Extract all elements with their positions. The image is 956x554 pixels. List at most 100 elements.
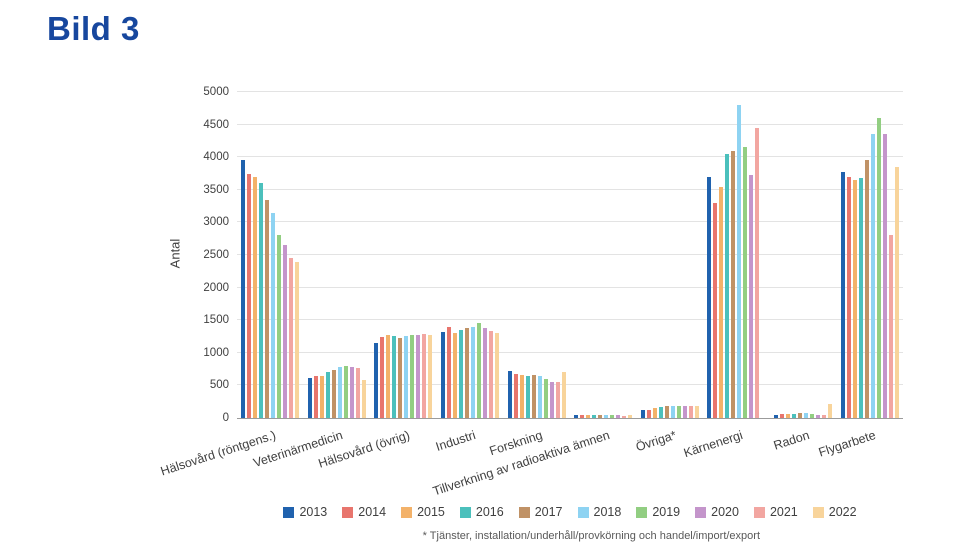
bar-group	[437, 92, 504, 418]
bar-2022	[561, 372, 566, 418]
bar-2017	[798, 412, 803, 418]
bar-2018	[870, 134, 875, 418]
bar-2015	[386, 334, 391, 418]
gridline	[237, 156, 903, 158]
bar-2013	[507, 371, 512, 418]
x-axis-cell: Radon	[770, 422, 837, 502]
bar-2019	[876, 118, 881, 418]
bar-groups	[237, 92, 903, 418]
bar-2014	[846, 176, 851, 418]
bar-2016	[459, 329, 464, 418]
legend-label: 2021	[769, 505, 798, 519]
bar-2019	[610, 414, 615, 418]
bar-2021	[489, 331, 494, 418]
bar-2013	[640, 410, 645, 418]
bar-group	[703, 92, 770, 418]
bar-2022	[361, 380, 366, 418]
bar-2019	[343, 365, 348, 418]
bar-2013	[241, 160, 246, 418]
bar-2015	[719, 186, 724, 418]
legend-label: 2022	[828, 505, 857, 519]
y-tick-label: 2500	[203, 249, 229, 261]
gridline	[237, 188, 903, 190]
bar-2017	[864, 160, 869, 418]
legend-label: 2015	[417, 505, 445, 519]
legend-swatch	[695, 506, 707, 518]
bar-2015	[453, 333, 458, 418]
bar-2018	[471, 326, 476, 418]
y-tick-labels: 0 500 1000 1500 2000 2500 3000 3500 4000 4500 5000	[203, 86, 903, 424]
bar-group	[770, 92, 837, 418]
y-tick-label: 4500	[203, 118, 229, 131]
bar-2022	[894, 166, 899, 418]
y-axis-title: Antal	[167, 238, 183, 269]
bar-2019	[810, 414, 815, 418]
legend-item: 2021	[753, 505, 798, 519]
bar-2022	[495, 333, 500, 418]
x-axis-cell: Tillverkning av radioaktiva ämnen	[431, 422, 637, 502]
bar-2022	[295, 261, 300, 418]
bar-2017	[398, 337, 403, 418]
gridline	[237, 319, 903, 321]
bar-2016	[792, 414, 797, 418]
gridline	[237, 254, 903, 255]
bar-2014	[380, 336, 385, 418]
bar-2014	[580, 415, 585, 418]
bar-2020	[283, 245, 288, 418]
bar-2019	[277, 235, 282, 418]
bar-2018	[804, 413, 809, 418]
bar-2021	[289, 258, 294, 418]
bar-chart: Antal 0 500 1000 1500 2000 2500 3000 3500 4000 45…	[159, 78, 915, 538]
gridline	[237, 351, 903, 353]
bar-2018	[337, 367, 342, 418]
bar-2014	[447, 327, 452, 418]
bar-2017	[531, 374, 536, 418]
bar-2017	[265, 199, 270, 418]
bar-2015	[852, 180, 857, 418]
bar-2013	[374, 343, 379, 418]
gridline	[237, 91, 903, 92]
bar-2015	[786, 414, 791, 418]
x-axis-cell: Flygarbete	[817, 422, 903, 502]
bar-2018	[670, 405, 675, 418]
y-tick-label: 0	[222, 412, 229, 424]
legend-swatch	[518, 506, 530, 518]
legend-label: 2013	[299, 505, 328, 519]
bar-2022	[694, 405, 699, 418]
gridline	[237, 384, 903, 386]
legend-item: 2015	[401, 505, 445, 519]
bar-2014	[513, 373, 518, 418]
legend-swatch	[342, 506, 354, 518]
bar-2019	[743, 147, 748, 418]
bar-2015	[253, 176, 258, 418]
bar-group	[304, 92, 371, 418]
bar-2022	[428, 335, 433, 418]
bar-group	[237, 92, 304, 418]
legend-label: 2017	[534, 505, 563, 519]
bar-2017	[598, 415, 603, 418]
bar-2016	[325, 372, 330, 418]
bar-2020	[682, 405, 687, 418]
bar-2021	[355, 368, 360, 418]
y-tick-label: 500	[209, 379, 229, 392]
bar-2021	[422, 333, 427, 418]
legend-label: 2019	[652, 505, 681, 519]
x-axis-labels: Hälsovård (röntgens.) Veterinärmedicin Häl…	[159, 422, 903, 502]
x-axis-cell: Kärnenergi	[682, 422, 770, 502]
bar-2016	[858, 178, 863, 418]
bar-2018	[604, 415, 609, 418]
bar-2020	[616, 415, 621, 418]
bar-2021	[888, 235, 893, 418]
bar-2015	[519, 374, 524, 418]
bar-2020	[549, 381, 554, 418]
bar-2017	[465, 328, 470, 418]
bar-2014	[646, 409, 651, 418]
bar-2015	[652, 408, 657, 418]
bar-2014	[713, 202, 718, 418]
bar-2022	[828, 403, 833, 418]
x-axis-cell: Övriga*	[634, 422, 704, 502]
bar-2021	[822, 415, 827, 418]
bar-2020	[349, 367, 354, 418]
bar-2013	[840, 171, 845, 418]
bar-2022	[628, 414, 633, 418]
